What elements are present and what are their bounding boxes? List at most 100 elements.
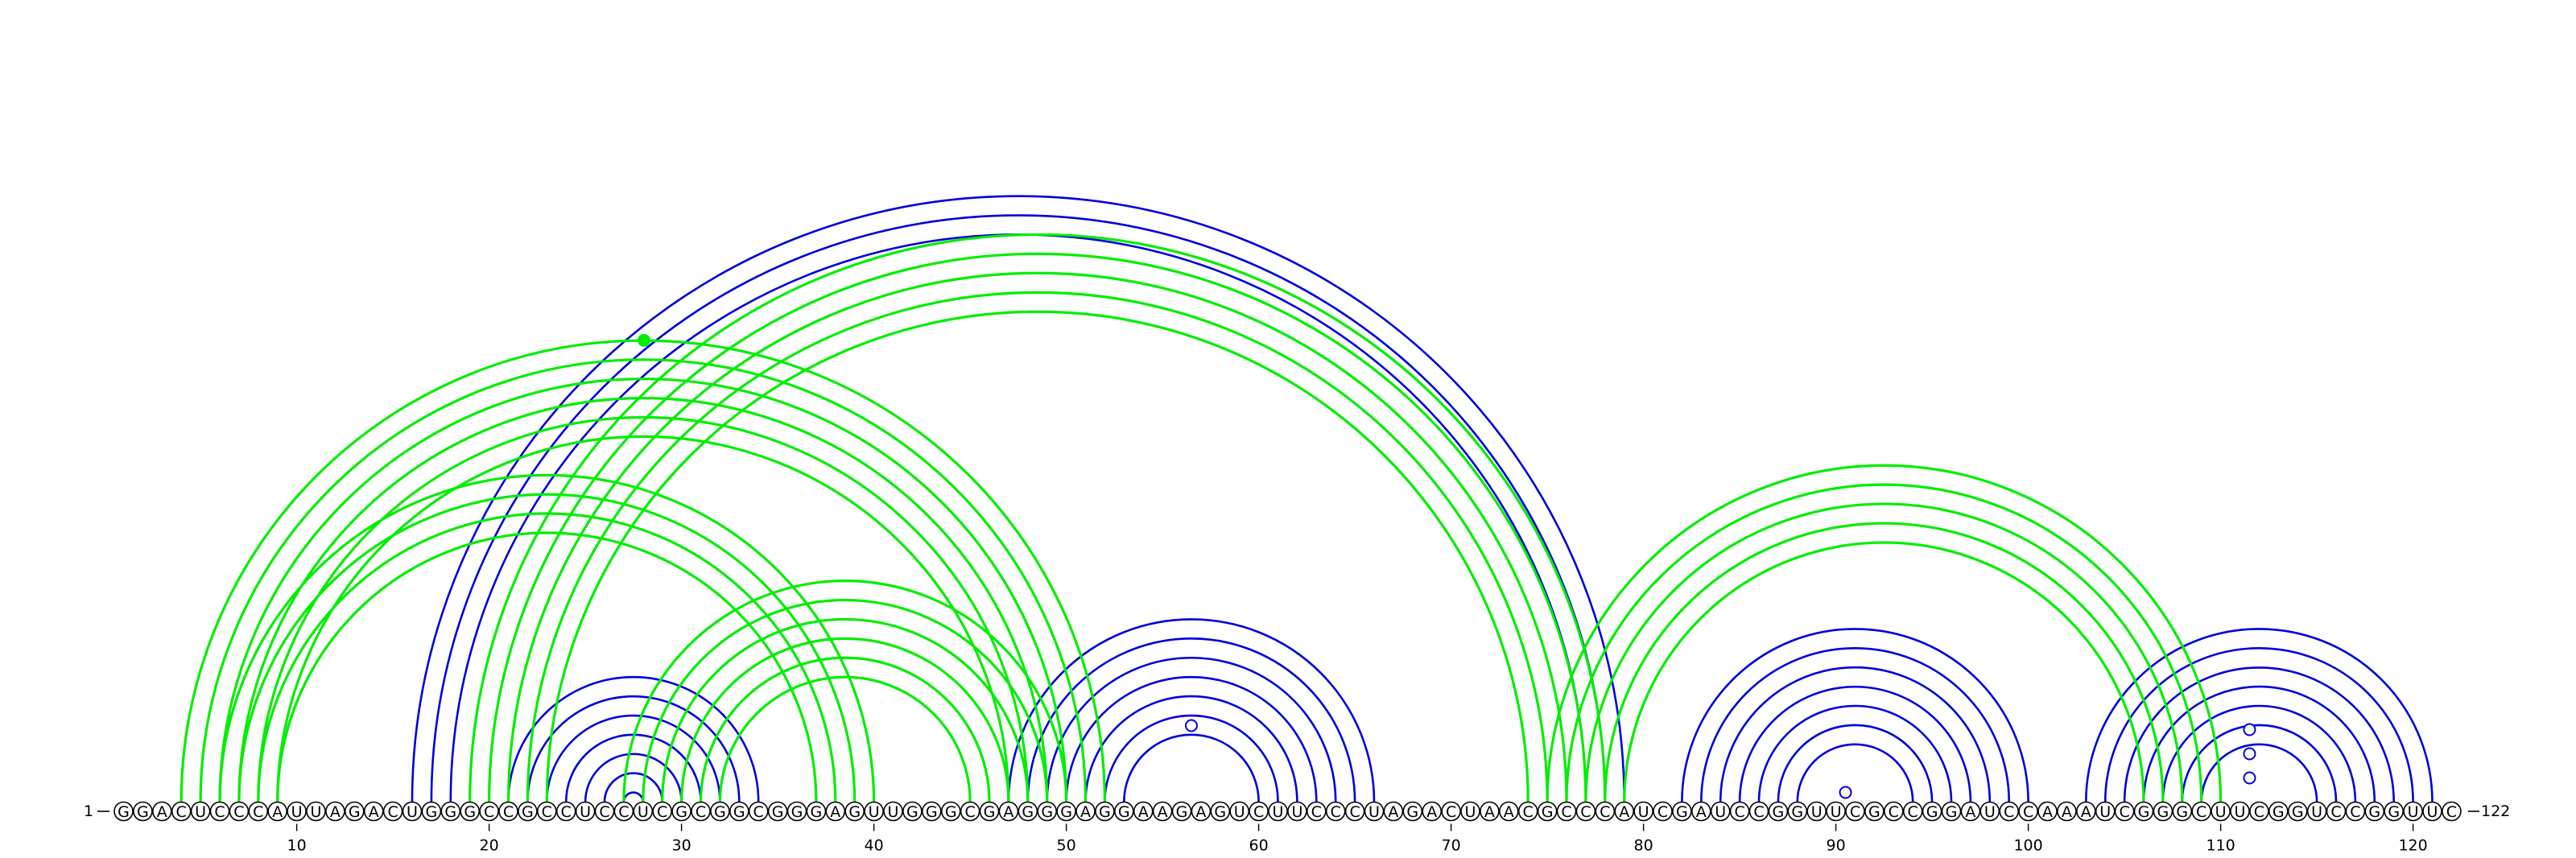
base-pair-arc-green-9-47 — [276, 435, 1010, 802]
nucleotide-76-circle — [1556, 801, 1577, 822]
base-pair-arc-blue-103-121 — [2085, 628, 2434, 802]
nucleotide-24-letter: C — [561, 803, 572, 821]
nucleotide-43-letter: G — [926, 803, 938, 821]
nucleotide-31-circle — [691, 801, 711, 822]
nucleotide-53-circle — [1114, 801, 1134, 822]
nucleotide-67-letter: A — [1388, 803, 1398, 821]
nucleotide-37-letter: G — [811, 803, 823, 821]
nucleotide-63-circle — [1307, 801, 1327, 822]
nucleotide-94-circle — [1902, 801, 1923, 822]
nucleotide-75-letter: G — [1542, 803, 1554, 821]
nucleotide-85-circle — [1729, 801, 1750, 822]
nucleotide-20-circle — [479, 801, 499, 822]
base-pair-arc-green-9-37 — [276, 531, 818, 802]
base-pair-arc-blue-21-34 — [507, 675, 760, 802]
open-marker-3 — [2243, 771, 2256, 785]
nucleotide-105-circle — [2114, 801, 2135, 822]
nucleotide-60-circle — [1249, 801, 1269, 822]
filled-marker-6 — [638, 333, 650, 347]
nucleotide-101-circle — [2037, 801, 2058, 822]
nucleotide-17-letter: G — [426, 803, 438, 821]
nucleotide-113-circle — [2268, 801, 2289, 822]
nucleotide-74-circle — [1517, 801, 1538, 822]
nucleotide-122-letter: C — [2446, 803, 2457, 821]
base-pair-arc-blue-105-119 — [2123, 666, 2395, 802]
nucleotide-68-circle — [1402, 801, 1423, 822]
base-pair-arc-blue-87-95 — [1777, 724, 1934, 802]
nucleotide-109-letter: C — [2196, 803, 2207, 821]
nucleotide-48-circle — [1018, 801, 1038, 822]
tick-label-60: 60 — [1249, 837, 1269, 855]
nucleotide-99-letter: C — [2004, 803, 2014, 821]
base-pair-arc-green-7-49 — [237, 397, 1049, 802]
nucleotide-101-letter: A — [2042, 803, 2053, 821]
nucleotide-46-letter: G — [984, 803, 996, 821]
nucleotide-95-letter: G — [1926, 803, 1938, 821]
nucleotide-91-letter: C — [1850, 803, 1860, 821]
nucleotide-11-letter: U — [311, 803, 322, 821]
nucleotide-40-letter: U — [869, 803, 880, 821]
nucleotide-51-circle — [1075, 801, 1096, 822]
nucleotide-113-letter: G — [2273, 803, 2285, 821]
nucleotide-36-circle — [786, 801, 807, 822]
base-pair-arc-green-30-47 — [680, 637, 1010, 802]
nucleotide-119-letter: G — [2388, 803, 2400, 821]
nucleotide-2-circle — [133, 801, 153, 822]
nucleotide-4-circle — [171, 801, 192, 822]
nucleotide-57-letter: A — [1195, 803, 1206, 821]
nucleotide-79-letter: A — [1619, 803, 1629, 821]
tick-label-100: 100 — [2013, 837, 2042, 855]
open-marker-2 — [1839, 786, 1852, 799]
nucleotide-18-circle — [440, 801, 461, 822]
nucleotide-43-circle — [922, 801, 942, 822]
nucleotide-59-letter: U — [1234, 803, 1245, 821]
nucleotide-64-circle — [1325, 801, 1346, 822]
nucleotide-85-letter: C — [1734, 803, 1744, 821]
nucleotide-1-circle — [114, 801, 134, 822]
nucleotide-104-letter: U — [2099, 803, 2111, 821]
nucleotide-11-circle — [306, 801, 326, 822]
nucleotide-81-letter: C — [1657, 803, 1668, 821]
nucleotide-89-circle — [1806, 801, 1827, 822]
nucleotide-10-letter: U — [291, 803, 303, 821]
nucleotide-104-circle — [2095, 801, 2116, 822]
nucleotide-90-circle — [1826, 801, 1846, 822]
nucleotide-87-letter: G — [1773, 803, 1785, 821]
nucleotide-53-letter: G — [1118, 803, 1130, 821]
nucleotide-99-circle — [1999, 801, 2019, 822]
nucleotide-30-letter: G — [675, 803, 687, 821]
tick-label-30: 30 — [672, 837, 691, 855]
nucleotide-56-circle — [1171, 801, 1192, 822]
nucleotide-18-letter: G — [444, 803, 456, 821]
nucleotide-56-letter: G — [1176, 803, 1188, 821]
nucleotide-7-letter: C — [233, 803, 244, 821]
base-pair-arc-green-23-74 — [545, 310, 1530, 802]
nucleotide-72-letter: A — [1484, 803, 1495, 821]
base-pair-arc-blue-49-64 — [1046, 657, 1337, 802]
nucleotide-1-letter: G — [118, 803, 130, 821]
base-pair-arc-green-77-108 — [1584, 502, 2184, 802]
nucleotide-116-circle — [2326, 801, 2347, 822]
base-pair-arc-blue-51-62 — [1084, 695, 1298, 802]
nucleotide-108-letter: G — [2176, 803, 2188, 821]
nucleotide-83-circle — [1691, 801, 1711, 822]
nucleotide-94-letter: C — [1908, 803, 1918, 821]
nucleotide-102-circle — [2057, 801, 2077, 822]
base-pair-arc-blue-52-61 — [1104, 714, 1279, 802]
tick-label-90: 90 — [1827, 837, 1846, 855]
nucleotide-83-letter: A — [1696, 803, 1707, 821]
nucleotide-20-letter: C — [484, 803, 494, 821]
nucleotide-35-circle — [767, 801, 788, 822]
nucleotide-37-circle — [806, 801, 827, 822]
nucleotide-5-letter: U — [195, 803, 206, 821]
nucleotide-49-letter: G — [1041, 803, 1053, 821]
nucleotide-112-circle — [2249, 801, 2269, 822]
nucleotide-47-circle — [998, 801, 1019, 822]
nucleotide-78-circle — [1595, 801, 1616, 822]
nucleotide-4-letter: C — [176, 803, 187, 821]
nucleotide-79-circle — [1614, 801, 1634, 822]
nucleotide-25-letter: U — [580, 803, 591, 821]
nucleotide-8-letter: C — [253, 803, 263, 821]
nucleotide-122-circle — [2442, 801, 2462, 822]
nucleotide-25-circle — [575, 801, 596, 822]
